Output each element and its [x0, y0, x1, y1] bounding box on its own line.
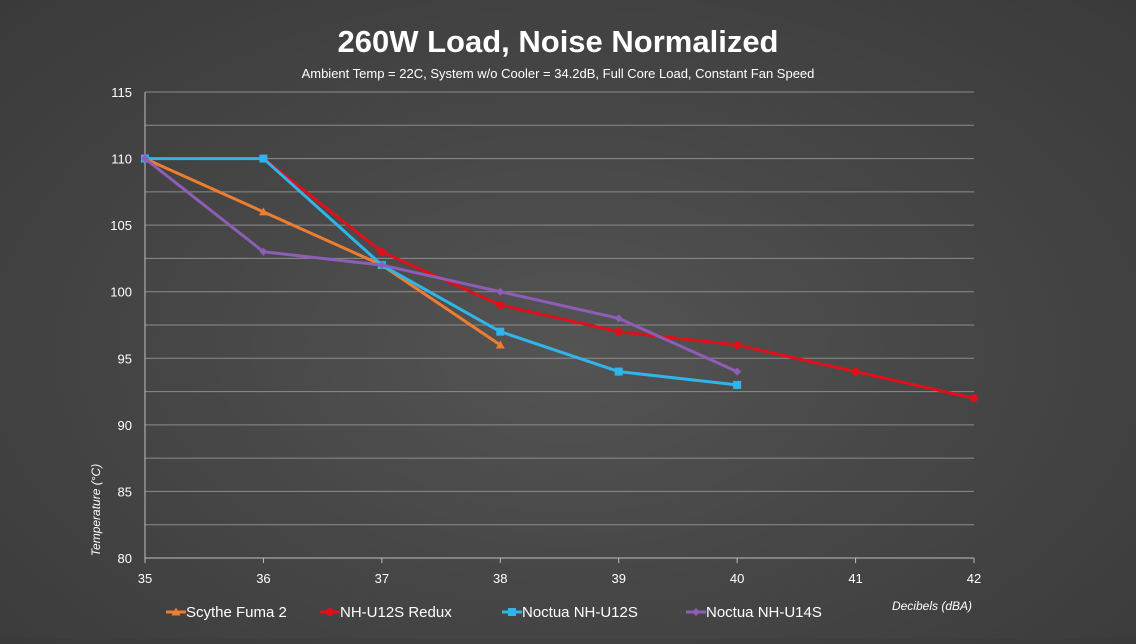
x-tick-label: 36: [256, 571, 270, 586]
data-point: [733, 380, 742, 389]
legend-label: Noctua NH-U14S: [706, 604, 822, 621]
data-point: [377, 247, 386, 256]
chart-subtitle: Ambient Temp = 22C, System w/o Cooler = …: [302, 66, 815, 81]
x-tick-label: 39: [611, 571, 625, 586]
y-tick-label: 80: [118, 551, 132, 566]
data-point: [733, 367, 742, 376]
data-point: [377, 261, 386, 270]
legend-item: Noctua NH-U14S: [686, 604, 822, 621]
data-point: [614, 314, 623, 323]
legend-item: Scythe Fuma 2: [166, 604, 287, 621]
series-noctua-nh-u12s: [141, 154, 742, 389]
x-tick-label: 42: [967, 571, 981, 586]
data-point: [614, 327, 623, 336]
data-point: [508, 608, 516, 616]
series-scythe-fuma-2: [140, 154, 505, 349]
gridlines: [144, 91, 975, 563]
y-tick-label: 95: [118, 351, 132, 366]
y-tick-label: 105: [110, 218, 132, 233]
data-point: [496, 301, 505, 310]
series-lines: [140, 154, 978, 403]
legend-label: Noctua NH-U12S: [522, 604, 638, 621]
y-tick-label: 115: [111, 85, 132, 100]
data-point: [326, 608, 334, 616]
y-tick-label: 90: [118, 418, 132, 433]
series-noctua-nh-u14s: [141, 154, 742, 376]
data-point: [171, 607, 181, 616]
legend-label: Scythe Fuma 2: [186, 604, 287, 621]
data-point: [970, 394, 978, 403]
y-tick-label: 110: [111, 152, 132, 167]
legend-item: Noctua NH-U12S: [502, 604, 638, 621]
data-point: [259, 247, 268, 256]
data-point: [259, 154, 268, 163]
series-line: [261, 157, 976, 400]
y-tick-label: 100: [110, 285, 132, 300]
x-tick-label: 41: [848, 571, 862, 586]
y-tick-label: 85: [118, 484, 132, 499]
legend-label: NH-U12S Redux: [340, 604, 452, 621]
data-point: [496, 327, 505, 336]
data-point: [496, 287, 505, 296]
series-line: [143, 157, 739, 374]
chart-title: 260W Load, Noise Normalized: [338, 24, 779, 59]
data-point: [733, 340, 742, 349]
x-tick-label: 35: [138, 571, 152, 586]
x-axis-label: Decibels (dBA): [892, 599, 972, 613]
legend: Scythe Fuma 2 NH-U12S Redux Noctua NH-U12S…: [166, 604, 822, 621]
y-axis-label: Temperature (°C): [89, 464, 103, 556]
data-point: [258, 207, 268, 216]
data-point: [495, 340, 505, 349]
x-tick-label: 37: [375, 571, 389, 586]
x-tick-label: 40: [730, 571, 744, 586]
legend-item: NH-U12S Redux: [320, 604, 452, 621]
x-tick-label: 38: [493, 571, 507, 586]
data-point: [614, 367, 623, 376]
series-line: [143, 157, 739, 387]
data-point: [141, 154, 149, 163]
tick-labels: 80 85 90 95 100 105 110 115 35 36 37 38 39 40 41 42: [110, 85, 981, 586]
data-point: [851, 367, 860, 376]
series-line: [143, 157, 502, 347]
data-point: [692, 608, 700, 616]
